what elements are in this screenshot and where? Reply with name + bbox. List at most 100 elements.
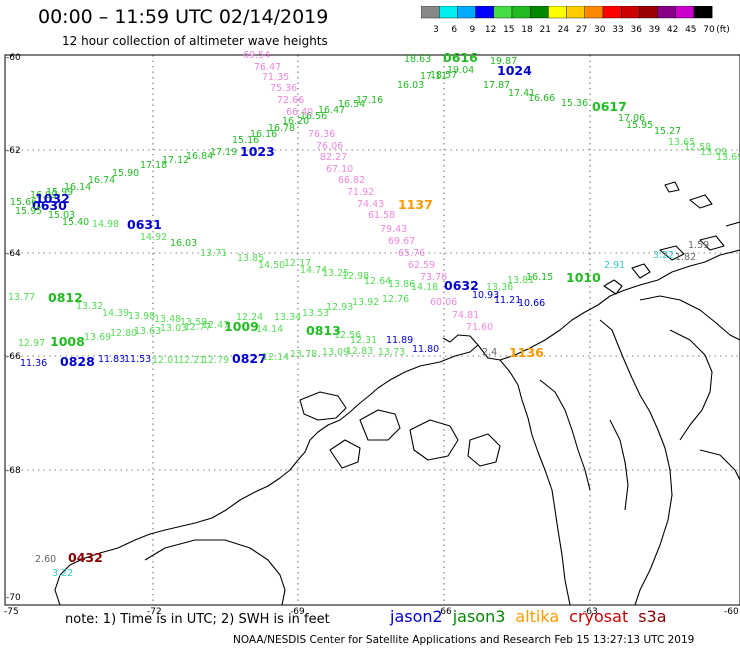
lat-label: -70 — [6, 593, 21, 603]
legend-label: 3 — [433, 25, 439, 35]
track-time-label: 0617 — [592, 99, 627, 114]
wave-height-label: 16.20 — [282, 116, 309, 127]
wave-height-label: 17.87 — [483, 80, 510, 91]
wave-height-label: 13.59 — [180, 317, 207, 328]
wave-height-label: 66.40 — [286, 107, 313, 118]
wave-height-label: 13.98 — [128, 311, 155, 322]
wave-height-label: 11.80 — [412, 344, 439, 355]
wave-height-label: 16.03 — [397, 80, 424, 91]
wave-height-label: 17.11 — [420, 71, 447, 82]
track-time-label: 0631 — [127, 217, 162, 232]
wave-height-label: 13.63 — [134, 326, 161, 337]
wave-height-label: 16.09 — [30, 190, 57, 201]
wave-height-label: 17.19 — [210, 147, 237, 158]
track-time-label: 0632 — [444, 278, 479, 293]
wave-height-label: 13.34 — [274, 312, 301, 323]
wave-height-label: 74.81 — [452, 310, 479, 321]
track-time-label: 0630 — [32, 198, 67, 213]
track-time-label: 1023 — [240, 144, 275, 159]
wave-height-label: 12.77 — [184, 322, 211, 333]
lat-label: -62 — [6, 146, 21, 156]
wave-height-label: 14.14 — [256, 324, 283, 335]
track-time-label: 0812 — [48, 290, 83, 305]
wave-height-label: 13.09 — [700, 147, 727, 158]
wave-height-label: 2.60 — [35, 554, 56, 565]
graticule — [5, 55, 740, 605]
legend-swatch — [693, 6, 713, 19]
wave-height-label: 18.57 — [430, 70, 457, 81]
wave-height-label: 14.18 — [411, 282, 438, 293]
wave-height-label: 15.16 — [232, 135, 259, 146]
legend-label: 21 — [539, 25, 550, 35]
wave-height-label: 13.09 — [322, 347, 349, 358]
satellite-legend: jason2 jason3 altika cryosat s3a — [390, 607, 677, 626]
wave-height-label: 3.22 — [653, 250, 674, 261]
wave-height-label: 13.85 — [237, 253, 264, 264]
wave-height-label: 61.58 — [368, 210, 395, 221]
map-frame — [4, 54, 740, 606]
wave-height-label: 13.32 — [76, 301, 103, 312]
wave-height-label: 12.01 — [152, 355, 179, 366]
wave-height-label: 13.81 — [507, 275, 534, 286]
wave-height-label: 19.04 — [447, 65, 474, 76]
wave-height-label: 82.27 — [320, 152, 347, 163]
page-subtitle: 12 hour collection of altimeter wave hei… — [62, 34, 328, 48]
wave-height-label: 1.59 — [688, 240, 709, 251]
track-time-label: 1024 — [497, 63, 532, 78]
wave-height-label: 13.69 — [84, 332, 111, 343]
track-time-label: 1137 — [398, 197, 433, 212]
wave-height-label: 69.67 — [388, 236, 415, 247]
wave-height-label: 16.15 — [526, 272, 553, 283]
wave-height-label: 71.35 — [262, 72, 289, 83]
satellite-legend-jason2: jason2 — [390, 607, 443, 626]
wave-height-label: 79.43 — [380, 224, 407, 235]
wave-height-label: 13.78 — [290, 349, 317, 360]
wave-height-label: 10.93 — [472, 290, 499, 301]
wave-height-label: 76.06 — [316, 141, 343, 152]
footnote: note: 1) Time is in UTC; 2) SWH is in fe… — [65, 612, 330, 627]
wave-height-label: 11.89 — [386, 335, 413, 346]
legend-label: 33 — [612, 25, 623, 35]
wave-height-label: 73.70 — [420, 272, 447, 283]
wave-height-label: 15.03 — [48, 210, 75, 221]
wave-height-label: 12.58 — [684, 142, 711, 153]
legend-label: 39 — [649, 25, 661, 35]
wave-height-label: 65.76 — [398, 248, 425, 259]
track-time-label: 1136 — [509, 345, 544, 360]
satellite-legend-altika: altika — [515, 607, 560, 626]
wave-height-label: 66.82 — [338, 175, 365, 186]
satellite-legend-s3a: s3a — [638, 607, 667, 626]
wave-height-label: 12.24 — [236, 312, 263, 323]
wave-height-label: 14.74 — [300, 265, 327, 276]
legend-label: 45 — [685, 25, 696, 35]
legend-label: 9 — [470, 25, 476, 35]
wave-height-label: 12.98 — [342, 271, 369, 282]
wave-height-label: 11.83 — [98, 354, 125, 365]
track-time-label: 0432 — [68, 550, 103, 565]
wave-height-label: 15.36 — [561, 98, 588, 109]
legend-label: 12 — [485, 25, 496, 35]
wave-height-label: 12.14 — [262, 352, 289, 363]
wave-height-label: 10.66 — [518, 298, 545, 309]
wave-height-label: 13.53 — [302, 308, 329, 319]
track-time-label: 0813 — [306, 323, 341, 338]
wave-height-label: 67.10 — [326, 164, 353, 175]
legend-label: 15 — [503, 25, 514, 35]
wave-height-label: 12.31 — [350, 335, 377, 346]
track-time-label: 1009 — [224, 319, 259, 334]
wave-height-label: 12.17 — [284, 258, 311, 269]
wave-height-label: 13.69 — [716, 152, 740, 163]
track-time-label: 1032 — [35, 191, 70, 206]
wave-height-label: 16.84 — [186, 151, 213, 162]
legend-label: 30 — [594, 25, 606, 35]
wave-height-label: 13.65 — [668, 137, 695, 148]
legend-label: 27 — [576, 25, 587, 35]
track-time-label: 1008 — [50, 334, 85, 349]
wave-height-label: 2.4 — [482, 347, 497, 358]
wave-height-label: 17.18 — [140, 160, 167, 171]
color-legend: 3 6 9 12 15 18 21 24 27 30 33 36 39 42 45 70 (ft) — [421, 6, 730, 35]
wave-height-label: 12.21 — [178, 355, 205, 366]
wave-height-label: 3.22 — [52, 568, 73, 579]
legend-label: (ft) — [716, 25, 730, 35]
track-time-label: 0828 — [60, 354, 95, 369]
